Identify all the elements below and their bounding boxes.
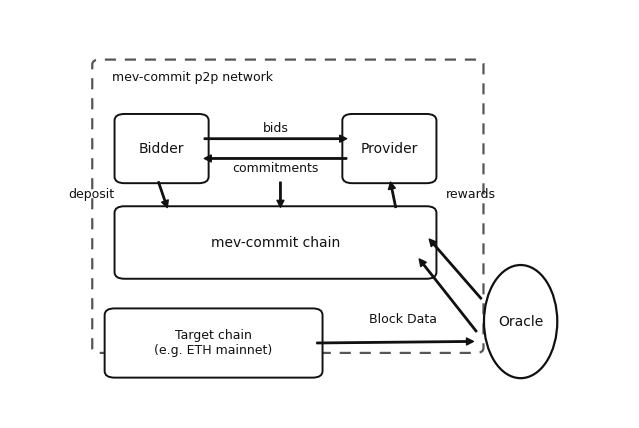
FancyArrowPatch shape [277, 182, 284, 207]
FancyBboxPatch shape [114, 114, 208, 183]
FancyBboxPatch shape [105, 309, 323, 377]
FancyArrowPatch shape [204, 135, 347, 142]
FancyArrowPatch shape [158, 181, 168, 208]
Text: mev-commit p2p network: mev-commit p2p network [112, 71, 273, 84]
FancyArrowPatch shape [204, 155, 347, 162]
Text: deposit: deposit [68, 188, 114, 201]
Ellipse shape [484, 265, 557, 378]
Text: Bidder: Bidder [139, 142, 184, 156]
FancyArrowPatch shape [389, 182, 396, 208]
Text: bids: bids [263, 122, 288, 135]
Text: Target chain
(e.g. ETH mainnet): Target chain (e.g. ETH mainnet) [155, 329, 273, 357]
Text: commitments: commitments [233, 162, 319, 175]
FancyArrowPatch shape [429, 239, 482, 299]
Text: mev-commit chain: mev-commit chain [211, 235, 340, 250]
FancyBboxPatch shape [343, 114, 436, 183]
Text: Oracle: Oracle [498, 315, 543, 329]
Text: Block Data: Block Data [369, 312, 437, 326]
FancyBboxPatch shape [114, 206, 436, 279]
FancyArrowPatch shape [419, 259, 477, 332]
FancyArrowPatch shape [317, 338, 473, 345]
Text: Provider: Provider [360, 142, 418, 156]
Text: rewards: rewards [447, 188, 497, 201]
